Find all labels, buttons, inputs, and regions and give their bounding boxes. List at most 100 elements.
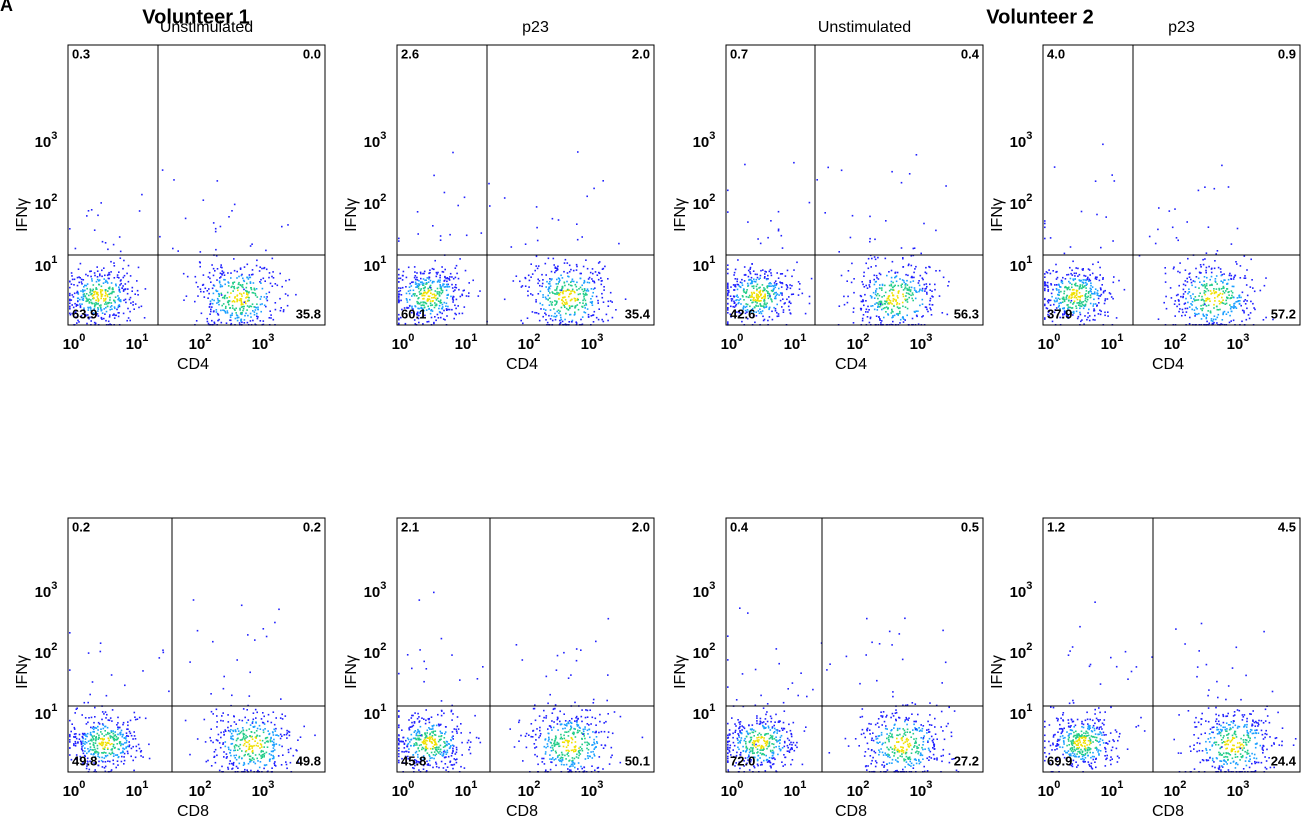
event-dot [445,740,448,743]
quadrant-percent: 0.9 [1278,46,1296,61]
event-dot [568,769,571,771]
event-dot [576,719,578,722]
event-dot [440,714,443,717]
event-dot [747,221,749,223]
event-dot [1243,300,1245,303]
event-dot [452,745,455,747]
event-dot [1050,284,1053,286]
event-dot [280,307,282,309]
event-dot [733,295,735,298]
event-dot [728,291,730,293]
event-dot [222,720,224,722]
event-dot [584,716,587,719]
event-dot [286,737,288,739]
event-dot [906,314,908,317]
event-dot [1206,297,1209,299]
tick-exponent: 3 [1026,130,1032,142]
event-dot [215,311,218,313]
event-dot [750,310,752,313]
quadrant-percent: 57.2 [1271,306,1296,321]
event-dot [761,310,764,312]
event-dot [1230,243,1233,245]
event-dot [418,599,421,601]
event-dot [468,282,470,284]
event-dot [410,717,413,719]
event-dot [590,723,592,725]
event-dot [213,755,216,758]
event-dot [1262,319,1265,321]
event-dot [570,292,572,295]
event-dot [480,232,483,234]
event-dot [437,740,440,743]
event-dot [1077,275,1079,277]
event-dot [429,304,432,307]
event-dot [729,313,732,316]
event-dot [244,753,246,756]
event-dot [1061,297,1064,300]
event-dot [168,690,170,693]
event-dot [575,715,578,718]
event-dot [865,311,867,313]
event-dot [100,728,102,730]
event-dot [1182,295,1184,298]
event-dot [86,732,89,735]
event-dot [1057,293,1060,296]
event-dot [752,270,755,272]
event-dot [541,285,543,288]
tick-base: 10 [252,336,269,353]
event-dot [869,316,872,319]
event-dot [269,740,272,743]
event-dot [1189,295,1192,297]
event-dot [574,746,576,748]
event-dot [754,281,757,283]
event-dot [232,763,234,765]
event-dot [255,264,258,267]
event-dot [897,284,900,287]
event-dot [413,743,416,745]
event-dot [223,309,226,312]
tick-exponent: 2 [534,332,540,344]
event-dot [241,284,244,286]
event-dot [774,295,777,298]
event-dot [74,312,77,314]
event-dot [231,312,233,315]
event-dot [1194,296,1197,298]
event-dot [575,263,578,266]
event-dot [571,284,573,287]
event-dot [75,316,77,318]
event-dot [299,736,302,738]
event-dot [908,289,910,292]
event-dot [751,295,753,297]
event-dot [591,268,594,270]
event-dot [264,280,266,282]
event-dot [759,286,761,289]
event-dot [424,745,427,748]
event-dot [571,738,574,741]
event-dot [1174,315,1176,317]
event-dot [1080,302,1083,304]
event-dot [557,265,559,268]
tick-label: 101 [1010,254,1033,275]
event-dot [595,746,597,748]
event-dot [112,730,114,732]
event-dot [445,302,448,305]
event-dot [401,762,404,764]
event-dot [98,304,101,307]
event-dot [237,289,239,292]
event-dot [871,305,874,307]
event-dot [556,285,559,288]
tick-label: 102 [35,641,58,662]
event-dot [1083,305,1086,307]
event-dot [228,300,231,302]
event-dot [441,312,443,315]
event-dot [118,726,120,729]
tick-label: 102 [1164,332,1187,353]
event-dot [1091,272,1094,275]
tick-label: 103 [693,130,716,151]
event-dot [1053,166,1056,168]
event-dot [567,721,569,723]
event-dot [562,727,564,730]
event-dot [405,292,408,295]
event-dot [879,304,882,307]
event-dot [419,271,422,274]
